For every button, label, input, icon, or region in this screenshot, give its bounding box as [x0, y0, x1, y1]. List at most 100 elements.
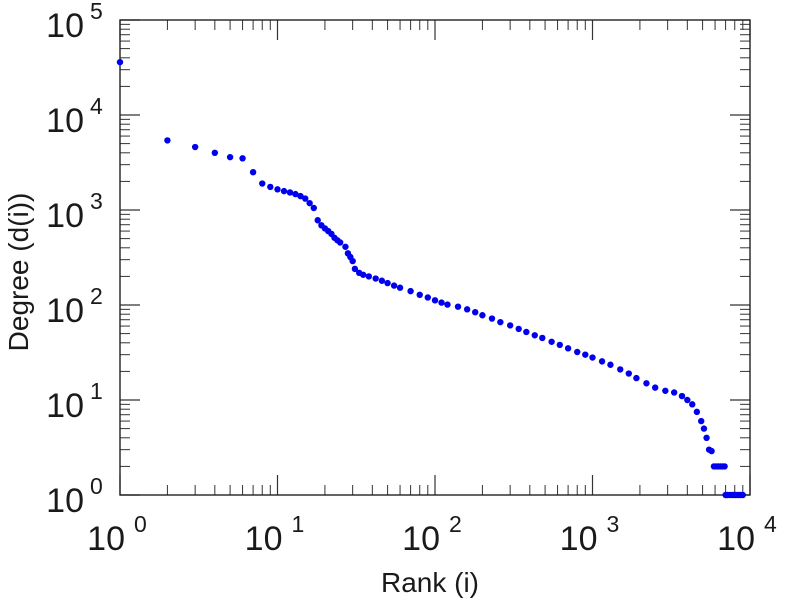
data-point [617, 366, 624, 373]
x-tick-labels: 10 0 10 1 10 2 10 3 10 4 [87, 511, 777, 558]
y-tick-label: 10 3 [46, 188, 103, 235]
x-tick-base: 10 [245, 520, 283, 558]
data-point [438, 299, 445, 306]
data-point [292, 190, 299, 198]
data-point [226, 153, 234, 161]
data-point [306, 199, 313, 207]
data-point [336, 239, 344, 246]
data-point [497, 318, 504, 326]
y-tick-exponent: 0 [90, 473, 103, 499]
x-tick-exponent: 1 [292, 511, 305, 537]
data-point [297, 192, 304, 200]
data-point [463, 306, 471, 313]
data-point [582, 351, 589, 358]
data-point [684, 396, 691, 404]
data-point [424, 294, 431, 301]
y-tick-label: 10 0 [46, 473, 103, 520]
data-point [378, 277, 386, 284]
y-tick-label: 10 4 [46, 93, 103, 140]
x-tick-label: 10 4 [717, 511, 777, 558]
data-point [191, 143, 199, 151]
data-points [116, 58, 746, 499]
data-point [444, 301, 451, 308]
y-tick-exponent: 1 [90, 378, 103, 404]
data-point [239, 155, 246, 162]
x-tick-exponent: 0 [134, 511, 147, 537]
data-point [249, 169, 257, 176]
x-tick-base: 10 [402, 520, 440, 558]
data-point [274, 186, 281, 193]
data-point [164, 137, 171, 144]
x-tick-label: 10 1 [245, 511, 305, 558]
y-tick-base: 10 [46, 7, 84, 45]
y-tick-label: 10 1 [46, 378, 103, 425]
data-point [556, 341, 563, 349]
data-point [523, 328, 530, 336]
x-tick-exponent: 3 [607, 511, 620, 537]
data-point [625, 370, 632, 377]
data-point [693, 408, 701, 416]
y-tick-exponent: 5 [90, 0, 103, 24]
data-point [643, 380, 650, 387]
y-tick-exponent: 3 [90, 188, 103, 214]
y-tick-label: 10 2 [46, 283, 103, 330]
data-point [651, 384, 659, 391]
data-point [739, 491, 746, 499]
y-tick-base: 10 [46, 197, 84, 235]
data-point [721, 463, 728, 470]
data-point [280, 187, 288, 195]
data-point [472, 308, 479, 316]
data-point [548, 338, 555, 345]
data-point [286, 189, 294, 196]
y-tick-label: 10 5 [46, 0, 103, 45]
data-point [574, 348, 581, 356]
data-point [390, 282, 398, 289]
data-point [488, 315, 496, 322]
data-point [349, 257, 356, 265]
data-point [708, 447, 715, 455]
data-point [607, 361, 614, 368]
data-point [351, 265, 359, 273]
x-tick-exponent: 4 [764, 511, 777, 537]
data-point [564, 345, 572, 352]
data-point [431, 297, 439, 304]
y-tick-exponent: 4 [90, 93, 103, 119]
data-point [506, 322, 514, 329]
data-point [670, 389, 678, 396]
data-point [359, 271, 367, 278]
data-point [384, 279, 391, 287]
data-point [703, 434, 710, 441]
x-tick-label: 10 3 [560, 511, 620, 558]
data-point [116, 58, 124, 66]
data-point [633, 374, 640, 382]
data-point [454, 303, 462, 310]
data-point [259, 180, 266, 187]
data-point [365, 273, 373, 280]
data-point [211, 149, 219, 156]
minor-ticks [120, 20, 750, 495]
data-point [515, 325, 522, 333]
y-tick-base: 10 [46, 482, 84, 520]
data-point [479, 312, 486, 319]
data-point [700, 425, 708, 432]
data-point [589, 354, 596, 361]
data-point [372, 275, 379, 282]
data-point [407, 287, 414, 295]
y-axis-label: Degree (d(i)) [3, 193, 34, 352]
data-point [531, 332, 538, 339]
x-tick-base: 10 [717, 520, 755, 558]
data-point [302, 195, 309, 202]
data-point [539, 334, 546, 342]
data-point [698, 417, 705, 425]
x-axis-label: Rank (i) [381, 567, 479, 598]
data-point [310, 204, 317, 212]
y-tick-base: 10 [46, 102, 84, 140]
data-point [416, 291, 423, 299]
y-tick-base: 10 [46, 387, 84, 425]
y-tick-base: 10 [46, 292, 84, 330]
plot-frame [119, 19, 751, 496]
data-point [342, 243, 349, 250]
